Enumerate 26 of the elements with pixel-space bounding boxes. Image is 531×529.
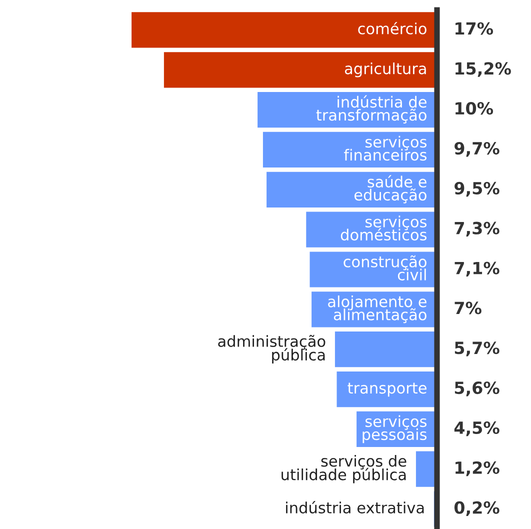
data-label: 15,2%	[456, 62, 511, 77]
data-label: 17%	[456, 22, 494, 35]
data-label: 5,7%	[454, 342, 500, 356]
y-tick-label: indústria de transformação	[316, 95, 426, 124]
data-label: 10%	[456, 102, 494, 115]
y-tick-label: serviços pessoais	[362, 415, 427, 444]
y-tick-label: serviços domésticos	[340, 216, 427, 241]
y-tick-label: serviços financeiros	[344, 136, 427, 161]
data-label: 1,2%	[456, 461, 500, 476]
y-tick-label: comércio	[358, 22, 426, 34]
y-tick-label: saúde e educação	[354, 175, 426, 204]
y-tick-label: indústria extrativa	[286, 501, 424, 514]
y-tick-label: construção civil	[344, 255, 426, 280]
y-tick-label: serviços de utilidade pública	[282, 454, 406, 484]
y-tick-label: alojamento e alimentação	[328, 295, 426, 324]
data-label: 7,3%	[454, 222, 500, 237]
y-tick-label: agricultura	[344, 62, 426, 78]
data-label: 7%	[454, 302, 482, 314]
data-label: 7,1%	[454, 262, 500, 276]
data-label: 4,5%	[454, 421, 500, 436]
y-tick-label: administração pública	[218, 334, 326, 364]
data-label: 0,2%	[454, 501, 500, 516]
y-tick-label: transporte	[348, 382, 426, 397]
data-label: 9,7%	[454, 142, 500, 157]
data-label: 5,6%	[454, 382, 500, 396]
data-label: 9,5%	[454, 182, 500, 197]
